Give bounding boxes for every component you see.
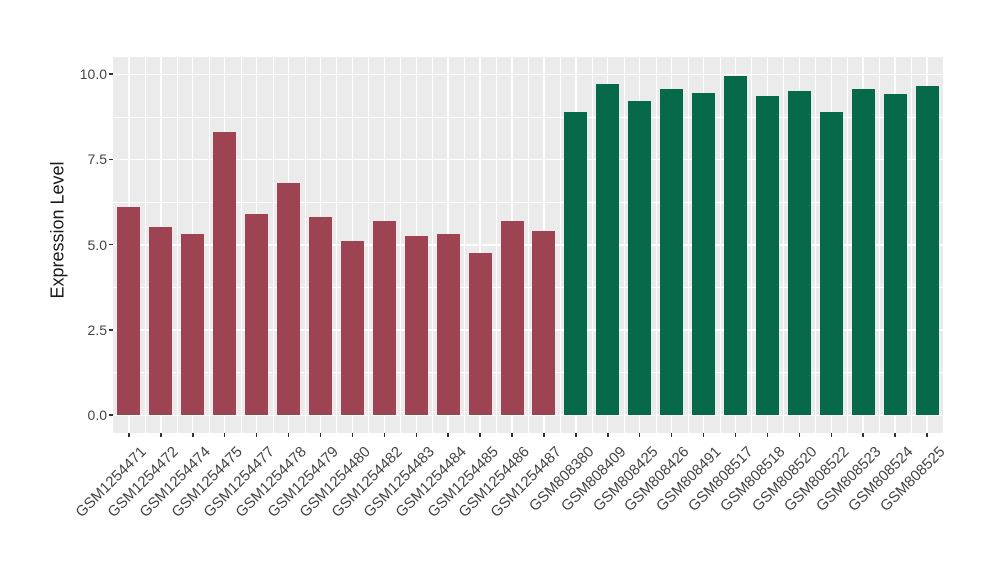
x-tick-mark: [734, 433, 737, 437]
gridline-minor-v: [911, 57, 913, 433]
x-tick-mark: [543, 433, 545, 437]
gridline-minor-v: [336, 57, 338, 433]
y-tick-mark: [109, 73, 113, 75]
bar-GSM808425: [628, 101, 652, 415]
bar-GSM808380: [564, 111, 588, 415]
gridline-minor-v: [559, 57, 561, 433]
x-tick-mark: [319, 433, 322, 437]
x-tick-mark: [575, 433, 577, 437]
x-tick-mark: [798, 433, 801, 437]
x-tick-mark: [702, 433, 705, 437]
bar-GSM808491: [692, 92, 716, 415]
y-tick-mark: [109, 414, 113, 416]
x-tick-mark: [862, 433, 864, 437]
gridline-minor-v: [655, 57, 657, 433]
bar-GSM1254486: [500, 220, 524, 415]
x-tick-mark: [447, 433, 449, 437]
gridline-minor-v: [208, 57, 210, 433]
x-tick-mark: [287, 433, 290, 437]
gridline-minor-v: [879, 57, 881, 433]
x-tick-mark: [926, 433, 928, 437]
bar-GSM1254487: [532, 230, 556, 415]
y-tick-label: 10.0: [79, 66, 107, 82]
gridline-minor-v: [432, 57, 434, 433]
bar-GSM1254484: [436, 234, 460, 415]
bar-GSM1254478: [277, 183, 301, 415]
x-tick-mark: [160, 433, 162, 437]
gridline-minor-v: [464, 57, 466, 433]
x-tick-mark: [128, 433, 130, 437]
bar-GSM1254480: [340, 241, 364, 415]
x-tick-mark: [255, 433, 258, 437]
x-tick-mark: [766, 433, 769, 437]
y-tick-label: 2.5: [87, 321, 107, 338]
y-tick-label: 5.0: [87, 236, 107, 253]
gridline-minor-v: [304, 57, 306, 433]
x-tick-mark: [351, 433, 354, 437]
gridline-minor-v: [751, 57, 753, 433]
x-tick-mark: [383, 433, 386, 437]
x-tick-mark: [607, 433, 609, 437]
y-axis-title: Expression Level: [47, 161, 68, 299]
bar-GSM808523: [851, 89, 875, 415]
y-tick-label: 7.5: [87, 151, 107, 168]
gridline-minor-v: [815, 57, 817, 433]
gridline-minor-v: [272, 57, 274, 433]
gridline-major-v: [479, 57, 481, 433]
gridline-minor-v: [783, 57, 785, 433]
bar-GSM808525: [915, 85, 939, 415]
gridline-minor-v: [368, 57, 370, 433]
x-tick-mark: [830, 433, 833, 437]
bar-GSM808517: [724, 75, 747, 415]
gridline-minor-v: [400, 57, 402, 433]
bar-GSM808520: [787, 91, 811, 415]
bar-GSM808409: [596, 84, 620, 415]
gridline-minor-v: [719, 57, 721, 433]
y-tick-label: 0.0: [87, 407, 107, 423]
bar-GSM808522: [819, 111, 843, 415]
x-tick-mark: [223, 433, 226, 437]
x-tick-mark: [479, 433, 481, 437]
bar-GSM1254475: [213, 131, 237, 415]
x-tick-mark: [670, 433, 673, 437]
y-tick-mark: [109, 158, 113, 160]
x-tick-mark: [192, 433, 194, 437]
y-tick-mark: [109, 243, 113, 246]
bar-GSM808518: [755, 96, 779, 415]
gridline-minor-v: [496, 57, 498, 433]
bar-GSM1254474: [181, 234, 205, 415]
bar-GSM1254472: [149, 227, 173, 415]
bar-GSM808426: [660, 89, 684, 415]
bar-GSM1254483: [404, 235, 428, 415]
x-tick-mark: [511, 433, 513, 437]
y-tick-mark: [109, 329, 113, 331]
gridline-minor-v: [847, 57, 849, 433]
gridline-minor-v: [528, 57, 529, 433]
bar-GSM1254477: [245, 213, 269, 415]
bar-GSM1254479: [309, 217, 332, 415]
gridline-minor-v: [687, 57, 689, 433]
gridline-minor-v: [144, 57, 146, 433]
x-tick-mark: [638, 433, 641, 437]
x-tick-mark: [894, 433, 896, 437]
bar-GSM1254471: [117, 206, 141, 415]
bar-GSM1254485: [468, 253, 492, 415]
gridline-minor-v: [240, 57, 242, 433]
bar-GSM1254482: [372, 220, 396, 415]
bar-GSM808524: [883, 94, 907, 415]
x-tick-mark: [415, 433, 418, 437]
gridline-minor-v: [623, 57, 625, 433]
gridline-minor-v: [591, 57, 593, 433]
gridline-minor-v: [176, 57, 178, 433]
